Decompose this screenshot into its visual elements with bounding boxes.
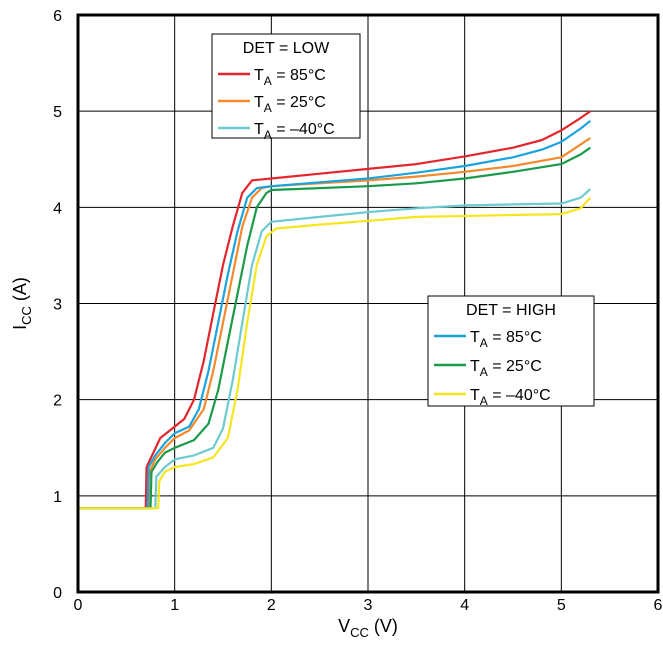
legend-entry-label: TA = 85°C	[254, 67, 326, 88]
plot-frame	[76, 13, 660, 594]
legend-entry-label: TA = 25°C	[254, 94, 326, 115]
series-line-4	[78, 146, 591, 510]
series-line-2	[78, 188, 592, 510]
legend-box-1: DET = HIGH TA = 85°C TA = 25°C TA = –40°C	[427, 295, 595, 408]
series-line-0	[78, 110, 591, 510]
legend-title: DET = LOW	[243, 40, 330, 57]
x-tick-label: 4	[460, 597, 469, 614]
x-tick-label: 6	[654, 597, 663, 614]
legend-entry-label: TA = –40°C	[470, 387, 551, 408]
x-tick-label: 5	[557, 597, 566, 614]
legend-frame	[427, 295, 595, 407]
y-tick-label: 0	[53, 585, 62, 602]
x-tick-label: 3	[364, 597, 373, 614]
series-line-5	[78, 196, 592, 510]
legend-entry-label: TA = 85°C	[470, 329, 542, 350]
tick-labels: 0 1 2 3 4 5 6 0 1 2 3 4 5 6	[53, 8, 662, 614]
y-tick-label: 1	[53, 489, 62, 506]
y-tick-label: 3	[53, 297, 62, 314]
x-axis-label: VCC (V)	[338, 616, 398, 640]
legend-entry-label: TA = –40°C	[254, 121, 335, 142]
y-tick-label: 6	[53, 8, 62, 25]
legend-title: DET = HIGH	[466, 302, 556, 319]
legend-box-0: DET = LOW TA = 85°C TA = 25°C TA = –40°C	[211, 33, 361, 142]
x-tick-label: 0	[74, 597, 83, 614]
y-tick-label: 5	[53, 104, 62, 121]
y-axis-label: ICC (A)	[10, 277, 34, 330]
series-line-3	[78, 119, 591, 510]
x-tick-label: 2	[267, 597, 276, 614]
legend-entry-label: TA = 25°C	[470, 358, 542, 379]
series-group	[78, 110, 592, 510]
series-line-1	[78, 137, 591, 510]
x-tick-label: 1	[170, 597, 179, 614]
y-tick-label: 2	[53, 393, 62, 410]
legend-frame	[211, 33, 361, 139]
y-tick-label: 4	[53, 200, 62, 217]
